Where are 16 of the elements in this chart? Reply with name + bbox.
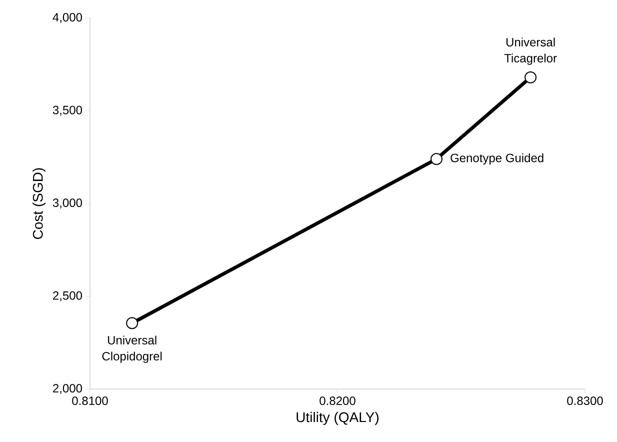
annotation: Genotype Guided [450,153,544,165]
x-axis-title: Utility (QALY) [296,412,379,425]
x-tick-label: 0.8200 [320,396,356,406]
y-tick-label: 4,000 [52,13,82,23]
y-tick-label: 3,000 [52,198,82,208]
point [430,152,443,165]
x-tick-label: 0.8300 [567,396,603,406]
annotation: Universal Clopidogrel [102,336,162,363]
y-tick-label: 3,500 [52,106,82,116]
point [524,71,537,84]
y-tick-label: 2,000 [53,384,82,394]
y-axis-title: Cost (SGD) [32,168,46,239]
y-tick-label: 2,500 [53,291,82,302]
x-tick-label: 0.8100 [72,396,108,406]
point [126,317,138,330]
annotation: Universal Ticagrelor [504,38,557,65]
